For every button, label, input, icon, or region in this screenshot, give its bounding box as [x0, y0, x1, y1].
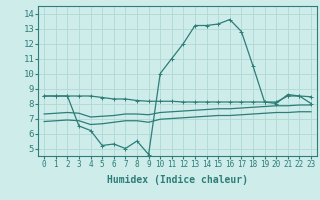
X-axis label: Humidex (Indice chaleur): Humidex (Indice chaleur) — [107, 175, 248, 185]
